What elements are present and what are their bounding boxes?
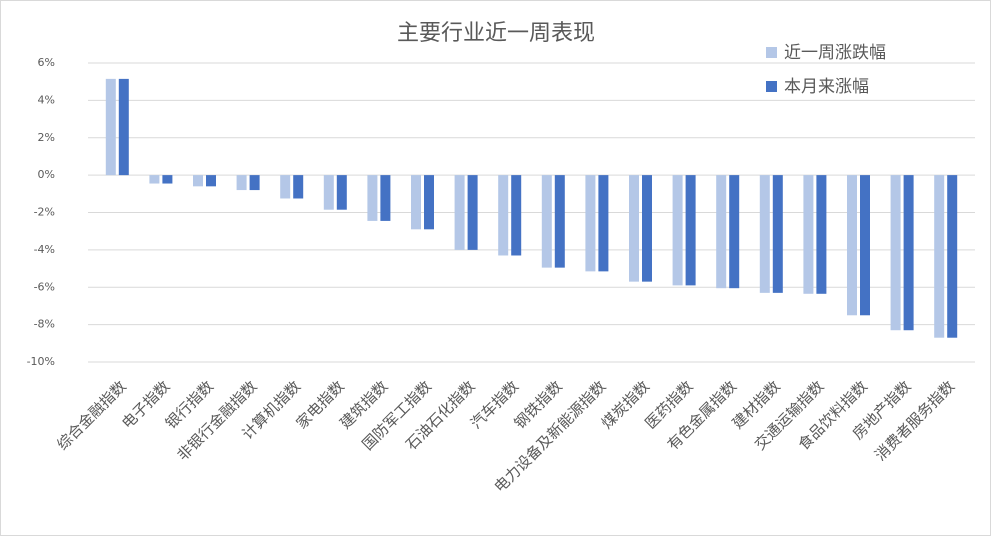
bar xyxy=(498,175,509,256)
bar xyxy=(454,175,465,250)
bar xyxy=(772,175,783,293)
legend-swatch xyxy=(766,81,777,92)
y-tick-label: -4% xyxy=(34,243,55,256)
bar xyxy=(642,175,652,282)
bar xyxy=(118,78,129,176)
y-tick-label: 0% xyxy=(38,168,55,181)
bar xyxy=(716,175,727,289)
bar xyxy=(585,175,596,272)
bar xyxy=(816,175,827,294)
bar xyxy=(672,175,683,286)
bar xyxy=(162,175,173,184)
bar xyxy=(541,175,552,268)
bar xyxy=(467,175,478,250)
legend-label: 近一周涨跌幅 xyxy=(784,43,886,63)
bar xyxy=(206,175,216,187)
bar xyxy=(903,175,914,331)
bar xyxy=(367,175,378,221)
bar xyxy=(947,175,958,338)
bar xyxy=(249,175,260,191)
bar xyxy=(685,175,696,286)
bar xyxy=(629,175,639,282)
bar xyxy=(293,175,304,199)
bar xyxy=(280,175,291,199)
bar xyxy=(323,175,334,210)
bar xyxy=(759,175,770,293)
y-tick-label: 4% xyxy=(38,93,55,106)
bar xyxy=(105,78,116,176)
bar xyxy=(336,175,347,210)
bar xyxy=(511,175,522,256)
y-tick-label: -2% xyxy=(34,206,55,219)
bar xyxy=(729,175,740,289)
y-tick-label: -10% xyxy=(27,355,55,368)
bar xyxy=(934,175,945,338)
bar xyxy=(236,175,247,191)
legend-label: 本月来涨幅 xyxy=(784,77,869,97)
y-tick-label: -8% xyxy=(34,318,55,331)
bar xyxy=(380,175,391,221)
bar xyxy=(424,175,434,230)
legend-swatch xyxy=(766,47,777,58)
chart-title: 主要行业近一周表现 xyxy=(397,21,595,46)
bar xyxy=(598,175,609,272)
bar xyxy=(803,175,814,294)
bar xyxy=(554,175,565,268)
bar xyxy=(847,175,857,316)
bar xyxy=(890,175,901,331)
bar xyxy=(860,175,870,316)
y-tick-label: 6% xyxy=(38,56,55,69)
bar xyxy=(149,175,160,184)
bar xyxy=(193,175,203,187)
y-tick-label: -6% xyxy=(34,280,55,293)
y-tick-label: 2% xyxy=(38,131,55,144)
bar xyxy=(411,175,421,230)
